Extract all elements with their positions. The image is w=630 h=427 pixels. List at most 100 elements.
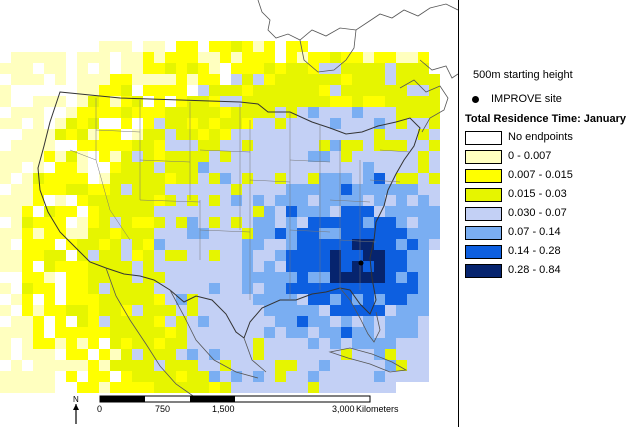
- grid-cell: [77, 107, 88, 118]
- grid-cell: [418, 118, 429, 129]
- grid-cell: [154, 162, 165, 173]
- grid-cell: [0, 118, 11, 129]
- grid-cell: [385, 162, 396, 173]
- grid-cell: [55, 360, 66, 371]
- grid-cell: [286, 382, 297, 393]
- grid-cell: [99, 129, 110, 140]
- grid-cell: [297, 305, 308, 316]
- grid-cell: [22, 305, 33, 316]
- grid-cell: [176, 151, 187, 162]
- grid-cell: [242, 162, 253, 173]
- grid-cell: [55, 129, 66, 140]
- grid-cell: [198, 173, 209, 184]
- grid-cell: [275, 173, 286, 184]
- grid-cell: [44, 140, 55, 151]
- grid-cell: [187, 129, 198, 140]
- grid-cell: [231, 349, 242, 360]
- grid-cell: [297, 294, 308, 305]
- grid-cell: [429, 151, 440, 162]
- grid-cell: [297, 129, 308, 140]
- grid-cell: [385, 129, 396, 140]
- grid-cell: [308, 140, 319, 151]
- grid-cell: [55, 151, 66, 162]
- grid-cell: [88, 96, 99, 107]
- grid-cell: [418, 162, 429, 173]
- grid-cell: [154, 151, 165, 162]
- grid-cell: [341, 228, 352, 239]
- grid-cell: [165, 129, 176, 140]
- grid-cell: [55, 305, 66, 316]
- grid-cell: [330, 184, 341, 195]
- grid-cell: [396, 239, 407, 250]
- grid-cell: [44, 129, 55, 140]
- grid-cell: [363, 217, 374, 228]
- grid-cell: [297, 85, 308, 96]
- grid-cell: [319, 63, 330, 74]
- legend-class-row: 0.015 - 0.03: [465, 188, 630, 207]
- grid-cell: [220, 173, 231, 184]
- residence-grid: [0, 41, 440, 393]
- grid-cell: [176, 41, 187, 52]
- grid-cell: [253, 52, 264, 63]
- grid-cell: [132, 129, 143, 140]
- grid-cell: [11, 162, 22, 173]
- grid-cell: [352, 52, 363, 63]
- grid-cell: [396, 327, 407, 338]
- grid-cell: [154, 217, 165, 228]
- grid-cell: [418, 129, 429, 140]
- grid-cell: [176, 96, 187, 107]
- grid-cell: [154, 96, 165, 107]
- grid-cell: [44, 96, 55, 107]
- legend-class-list: No endpoints 0 - 0.007 0.007 - 0.015 0.0…: [465, 131, 630, 283]
- grid-cell: [297, 316, 308, 327]
- grid-cell: [231, 52, 242, 63]
- grid-cell: [407, 217, 418, 228]
- legend-class-row: 0 - 0.007: [465, 150, 630, 169]
- grid-cell: [132, 360, 143, 371]
- grid-cell: [165, 118, 176, 129]
- grid-cell: [275, 239, 286, 250]
- grid-cell: [99, 173, 110, 184]
- grid-cell: [165, 261, 176, 272]
- grid-cell: [264, 129, 275, 140]
- grid-cell: [11, 63, 22, 74]
- grid-cell: [110, 107, 121, 118]
- grid-cell: [286, 206, 297, 217]
- grid-cell: [352, 261, 363, 272]
- grid-cell: [99, 195, 110, 206]
- grid-cell: [198, 206, 209, 217]
- grid-cell: [374, 272, 385, 283]
- grid-cell: [176, 250, 187, 261]
- grid-cell: [286, 162, 297, 173]
- legend-class-label: 0 - 0.007: [508, 150, 552, 162]
- grid-cell: [33, 272, 44, 283]
- grid-cell: [88, 272, 99, 283]
- grid-cell: [330, 382, 341, 393]
- grid-cell: [66, 151, 77, 162]
- grid-cell: [33, 349, 44, 360]
- cuba-outline: [328, 347, 408, 373]
- grid-cell: [0, 206, 11, 217]
- grid-cell: [110, 316, 121, 327]
- grid-cell: [154, 272, 165, 283]
- grid-cell: [253, 250, 264, 261]
- grid-cell: [33, 74, 44, 85]
- grid-cell: [264, 371, 275, 382]
- grid-cell: [198, 305, 209, 316]
- grid-cell: [209, 184, 220, 195]
- grid-cell: [187, 107, 198, 118]
- grid-cell: [352, 338, 363, 349]
- grid-cell: [209, 338, 220, 349]
- legend-class-row: 0.28 - 0.84: [465, 264, 630, 283]
- grid-cell: [187, 63, 198, 74]
- grid-cell: [275, 217, 286, 228]
- grid-cell: [33, 52, 44, 63]
- grid-cell: [143, 173, 154, 184]
- grid-cell: [264, 228, 275, 239]
- grid-cell: [396, 184, 407, 195]
- grid-cell: [286, 184, 297, 195]
- grid-cell: [275, 96, 286, 107]
- grid-cell: [220, 272, 231, 283]
- grid-cell: [154, 63, 165, 74]
- grid-cell: [308, 327, 319, 338]
